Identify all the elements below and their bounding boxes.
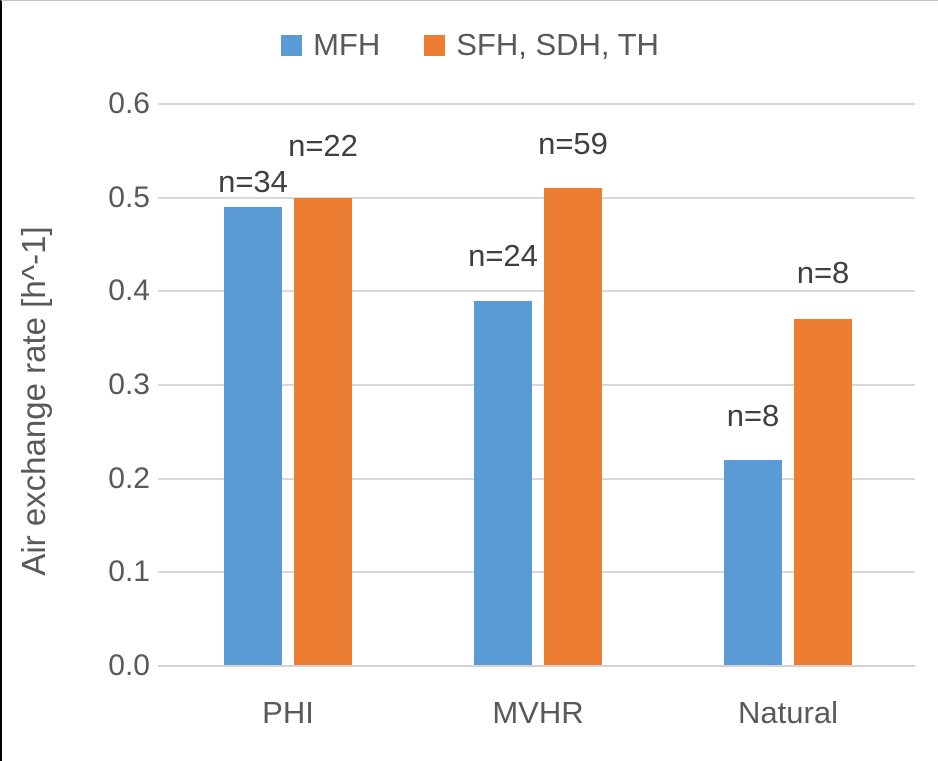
legend-label-sfh: SFH, SDH, TH <box>456 27 659 62</box>
gridline <box>158 197 915 199</box>
legend: MFH SFH, SDH, TH <box>2 27 938 63</box>
bar-sfh-sdh-th-mvhr <box>544 188 602 665</box>
bar-count-label: n=24 <box>468 238 538 273</box>
bar-mfh-phi <box>224 207 282 665</box>
gridline <box>158 571 915 573</box>
bar-count-label: n=8 <box>726 398 780 433</box>
x-category-label: Natural <box>738 695 838 730</box>
legend-swatch-sfh <box>424 34 446 56</box>
bar-count-label: n=34 <box>218 164 288 199</box>
y-tick-label: 0.6 <box>108 87 150 120</box>
y-tick-label: 0.1 <box>108 555 150 588</box>
legend-item-mfh: MFH <box>281 27 380 63</box>
y-axis-title: Air exchange rate [h^-1] <box>15 226 52 576</box>
bar-sfh-sdh-th-natural <box>794 319 852 665</box>
y-tick-label: 0.5 <box>108 181 150 214</box>
bar-mfh-natural <box>724 460 782 665</box>
bar-sfh-sdh-th-phi <box>294 198 352 665</box>
legend-label-mfh: MFH <box>313 27 381 62</box>
legend-swatch-mfh <box>281 34 303 56</box>
legend-item-sfh: SFH, SDH, TH <box>424 27 659 63</box>
gridline <box>158 384 915 386</box>
y-tick-label: 0.0 <box>108 649 150 682</box>
bar-count-label: n=22 <box>288 128 358 163</box>
bar-count-label: n=59 <box>538 126 608 161</box>
bar-count-label: n=8 <box>796 255 850 290</box>
x-category-label: MVHR <box>492 695 584 730</box>
y-tick-label: 0.2 <box>108 462 150 495</box>
gridline <box>158 290 915 292</box>
y-tick-label: 0.4 <box>108 274 150 307</box>
y-tick-label: 0.3 <box>108 368 150 401</box>
gridline <box>158 478 915 480</box>
bar-mfh-mvhr <box>474 301 532 665</box>
x-axis-line <box>158 665 915 667</box>
gridline <box>158 103 915 105</box>
x-category-label: PHI <box>262 695 314 730</box>
